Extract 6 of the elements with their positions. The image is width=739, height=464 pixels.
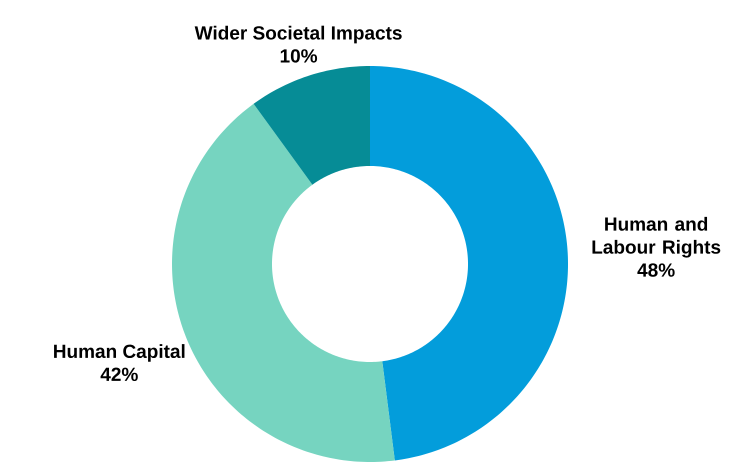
data-label: 48% [637, 263, 675, 277]
data-label: 42% [100, 368, 138, 382]
slice-label: Wider Societal Impacts [194, 26, 402, 44]
data-label: 10% [280, 49, 318, 63]
slice-label: Human Capital [54, 344, 184, 362]
slice-label: Human and Labour Rights [592, 216, 720, 258]
